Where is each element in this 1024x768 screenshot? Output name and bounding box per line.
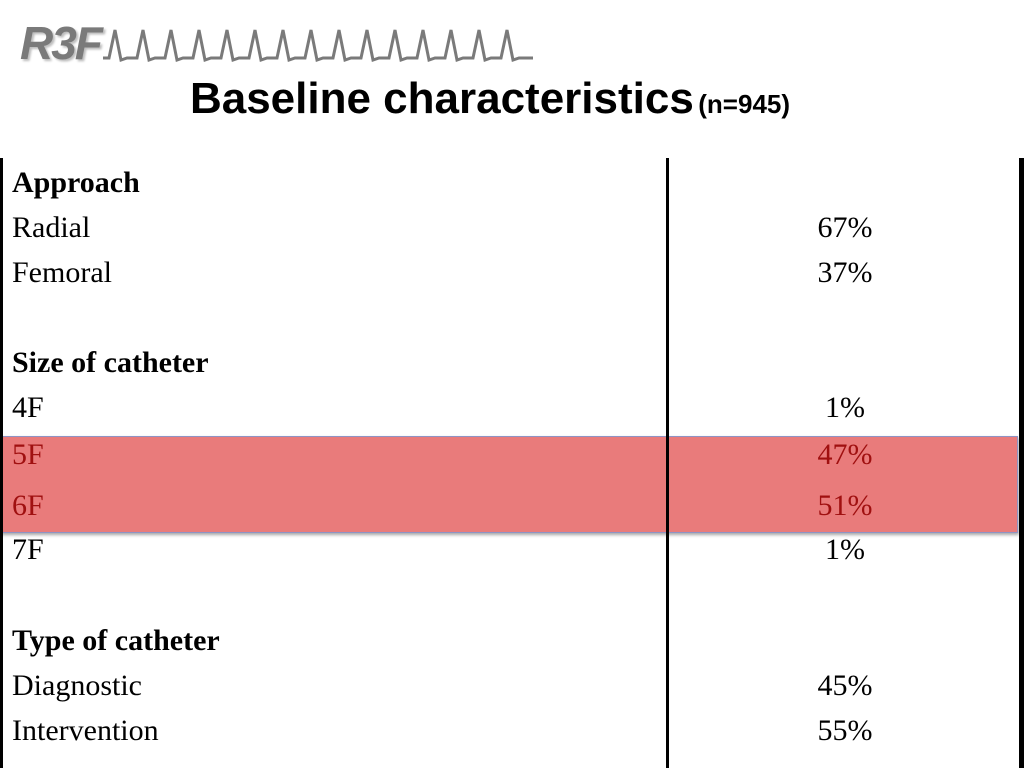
row-label: Intervention [12, 714, 159, 747]
row-value: 37% [817, 256, 873, 289]
row-value: 1% [825, 391, 865, 424]
table-row-5f: 5F 47% [0, 438, 1020, 478]
row-label: Approach [12, 166, 140, 199]
row-label: Diagnostic [12, 669, 142, 702]
highlight-box [0, 436, 1018, 533]
table-row-4f: 4F 1% [0, 391, 1020, 431]
table-row-femoral: Femoral 37% [0, 256, 1020, 296]
row-label: Type of catheter [12, 624, 220, 657]
row-value: 1% [825, 533, 865, 566]
logo-text: R3F [20, 17, 103, 69]
table-row-intervention: Intervention 55% [0, 714, 1020, 754]
row-label: 7F [12, 533, 44, 566]
table-row-radial: Radial 67% [0, 211, 1020, 251]
table-row-approach-heading: Approach [0, 166, 1020, 206]
table-right-border [1019, 158, 1024, 768]
title-main: Baseline characteristics [189, 74, 694, 123]
table-column-divider [666, 158, 669, 768]
ecg-wave-icon [102, 29, 533, 62]
row-label: 4F [12, 391, 44, 424]
row-value: 67% [817, 211, 873, 244]
table-row-diagnostic: Diagnostic 45% [0, 669, 1020, 709]
row-label: 5F [12, 438, 44, 471]
row-value: 51% [817, 489, 873, 522]
row-value: 47% [817, 438, 873, 471]
row-value: 55% [817, 714, 873, 747]
row-label: 6F [12, 489, 44, 522]
row-label: Femoral [12, 256, 112, 289]
slide-title: Baseline characteristics (n=945) [0, 74, 980, 124]
title-sample-size: (n=945) [698, 89, 791, 119]
table-row-size-heading: Size of catheter [0, 346, 1020, 386]
row-value: 45% [817, 669, 873, 702]
table-row-7f: 7F 1% [0, 533, 1020, 573]
row-label: Size of catheter [12, 346, 209, 379]
r3f-logo: R3F [20, 8, 543, 78]
table-row-type-heading: Type of catheter [0, 624, 1020, 664]
row-label: Radial [12, 211, 91, 244]
table-row-6f: 6F 51% [0, 489, 1020, 529]
table-left-border [0, 158, 3, 768]
